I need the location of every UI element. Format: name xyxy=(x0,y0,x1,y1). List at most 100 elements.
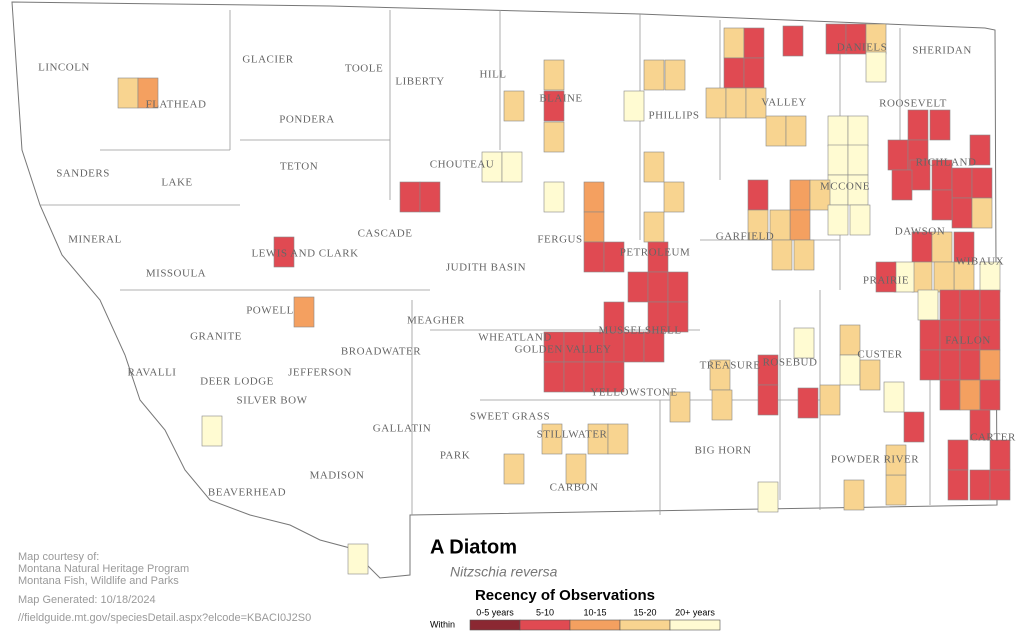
observation-cell xyxy=(809,179,831,211)
observation-cell xyxy=(771,239,793,271)
observation-cell xyxy=(929,109,951,141)
legend-label: 5-10 xyxy=(536,607,554,617)
observation-cell xyxy=(951,167,973,199)
county-label: CUSTER xyxy=(857,349,902,361)
county-label: BROADWATER xyxy=(341,346,421,358)
county-label: BIG HORN xyxy=(695,445,752,457)
observation-cell xyxy=(543,59,565,91)
observation-cell xyxy=(563,361,585,393)
observation-cell xyxy=(947,439,969,471)
observation-cell xyxy=(887,139,909,171)
county-label: GLACIER xyxy=(242,54,293,66)
observation-cell xyxy=(951,197,973,229)
map-title: A Diatom xyxy=(430,536,517,558)
observation-cell xyxy=(971,197,993,229)
observation-cell xyxy=(782,25,804,57)
county-label: SILVER BOW xyxy=(237,395,308,407)
observation-cell xyxy=(859,359,881,391)
observation-cell xyxy=(647,271,669,303)
observation-cell xyxy=(969,409,991,441)
observation-cell xyxy=(669,391,691,423)
legend-label: 0-5 years xyxy=(476,607,514,617)
observation-cell xyxy=(939,379,961,411)
county-label: MCCONE xyxy=(820,181,870,193)
observation-cell xyxy=(919,319,941,351)
county-label: MINERAL xyxy=(68,234,122,246)
county-label: WHEATLAND xyxy=(478,332,552,344)
county-label: WIBAUX xyxy=(956,256,1004,268)
observation-cell xyxy=(723,57,745,89)
legend-prefix: Within xyxy=(430,619,455,629)
county-label: DAWSON xyxy=(895,226,945,238)
county-label: JUDITH BASIN xyxy=(446,262,526,274)
observation-cell xyxy=(667,271,689,303)
observation-cell xyxy=(939,349,961,381)
legend-label: 20+ years xyxy=(675,607,715,617)
county-label: TETON xyxy=(280,161,318,173)
observation-cell xyxy=(939,289,961,321)
credit-line: Montana Natural Heritage Program xyxy=(18,563,189,575)
observation-cell xyxy=(743,27,765,59)
observation-cell xyxy=(543,121,565,153)
county-label: LINCOLN xyxy=(38,62,90,74)
observation-cell xyxy=(797,387,819,419)
county-label: PRAIRIE xyxy=(863,275,909,287)
county-label: GALLATIN xyxy=(373,423,431,435)
observation-cell xyxy=(849,204,871,236)
observation-cell xyxy=(725,87,747,119)
observation-cell xyxy=(865,51,887,83)
observation-cell xyxy=(603,301,625,333)
county-label: FERGUS xyxy=(537,234,582,246)
county-label: PHILLIPS xyxy=(648,110,699,122)
observation-cell xyxy=(711,389,733,421)
observation-cell xyxy=(847,115,869,147)
county-label: MUSSELSHELL xyxy=(598,325,681,337)
observation-cell xyxy=(603,361,625,393)
observation-cell xyxy=(501,151,523,183)
county-label: DANIELS xyxy=(837,42,888,54)
county-label: VALLEY xyxy=(761,97,807,109)
observation-cell xyxy=(917,289,939,321)
observation-cell xyxy=(979,289,1001,321)
county-label: PETROLEUM xyxy=(620,247,691,259)
county-label: ROOSEVELT xyxy=(879,98,947,110)
observation-cell xyxy=(789,209,811,241)
county-label: CARBON xyxy=(550,482,599,494)
observation-cell xyxy=(793,327,815,359)
observation-cell xyxy=(664,59,686,91)
observation-cell xyxy=(911,261,933,293)
county-label: SWEET GRASS xyxy=(470,411,550,423)
observation-cell xyxy=(583,211,605,243)
county-label: BLAINE xyxy=(539,93,582,105)
county-label: YELLOWSTONE xyxy=(590,387,677,399)
observation-cell xyxy=(543,361,565,393)
observation-cell xyxy=(785,115,807,147)
observation-cell xyxy=(885,474,907,506)
observation-cell xyxy=(819,384,841,416)
observation-cell xyxy=(885,444,907,476)
county-label: LAKE xyxy=(161,177,192,189)
observation-cell xyxy=(959,349,981,381)
observation-cell xyxy=(827,115,849,147)
observation-cell xyxy=(503,90,525,122)
observation-cell xyxy=(273,236,295,268)
county-label: POWELL xyxy=(246,305,294,317)
county-labels: LINCOLN GLACIER TOOLE LIBERTY HILL SHERIDAN DA… xyxy=(38,42,1015,499)
observation-cell xyxy=(765,115,787,147)
county-label: FLATHEAD xyxy=(146,99,207,111)
county-label: DEER LODGE xyxy=(200,376,274,388)
observation-cell xyxy=(117,77,139,109)
observation-cell xyxy=(399,181,421,213)
county-label: CHOUTEAU xyxy=(430,159,495,171)
observation-cell xyxy=(347,543,369,575)
map-generated: Map Generated: 10/18/2024 xyxy=(18,594,156,606)
legend-label: 10-15 xyxy=(583,607,606,617)
map-subtitle: Nitzschia reversa xyxy=(450,564,558,580)
observation-cell xyxy=(583,181,605,213)
county-label: MISSOULA xyxy=(146,268,206,280)
observation-cell xyxy=(843,479,865,511)
observation-cell xyxy=(979,349,1001,381)
legend-swatch xyxy=(669,619,721,631)
county-label: SHERIDAN xyxy=(912,45,972,57)
observation-cell xyxy=(933,261,955,293)
